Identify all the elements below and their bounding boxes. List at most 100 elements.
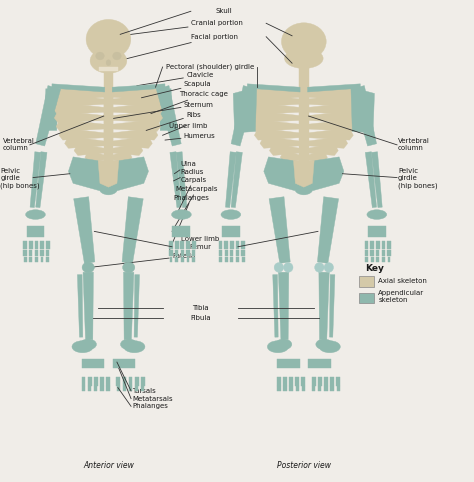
Polygon shape [308, 150, 328, 162]
Bar [230, 257, 233, 262]
Ellipse shape [82, 262, 94, 273]
Polygon shape [113, 136, 152, 148]
Bar [224, 241, 228, 249]
Polygon shape [74, 144, 104, 156]
Bar [106, 376, 110, 386]
Bar [117, 376, 120, 386]
Text: Sternum: Sternum [113, 102, 214, 119]
Polygon shape [308, 94, 357, 107]
Text: Cranial portion: Cranial portion [120, 20, 243, 36]
Bar [82, 386, 85, 391]
Polygon shape [250, 111, 300, 123]
Bar [277, 359, 300, 368]
Bar [135, 376, 138, 386]
Polygon shape [308, 136, 347, 148]
Polygon shape [251, 94, 300, 107]
Polygon shape [30, 152, 41, 208]
Bar [312, 376, 316, 386]
Bar [365, 241, 368, 249]
Text: Metatarsals: Metatarsals [132, 396, 173, 402]
Polygon shape [319, 272, 329, 340]
Polygon shape [55, 111, 104, 123]
Bar [186, 250, 190, 256]
Polygon shape [231, 152, 242, 208]
Polygon shape [113, 103, 163, 115]
Bar [113, 359, 135, 368]
Bar [230, 250, 234, 256]
Polygon shape [122, 197, 143, 263]
Polygon shape [308, 111, 358, 123]
Text: Pelvic
girdle
(hip bones): Pelvic girdle (hip bones) [0, 168, 40, 189]
Ellipse shape [80, 339, 96, 349]
Bar [371, 250, 374, 256]
Bar [296, 386, 299, 391]
Text: Ulna: Ulna [174, 161, 196, 174]
Polygon shape [365, 152, 376, 208]
Polygon shape [233, 87, 257, 133]
Polygon shape [255, 128, 300, 140]
Ellipse shape [221, 210, 241, 219]
Bar [123, 376, 127, 386]
Ellipse shape [26, 210, 46, 219]
Bar [236, 257, 239, 262]
Polygon shape [226, 152, 236, 208]
Text: Vertebral
column: Vertebral column [398, 138, 430, 151]
Polygon shape [113, 144, 143, 156]
Polygon shape [36, 86, 61, 146]
Text: Clavicle: Clavicle [137, 72, 213, 86]
Polygon shape [134, 275, 139, 337]
Ellipse shape [275, 339, 292, 349]
Bar [24, 250, 27, 256]
Text: Metacarpals: Metacarpals [172, 186, 218, 231]
Bar [382, 250, 385, 256]
Text: Ribs: Ribs [146, 112, 201, 131]
Bar [88, 376, 91, 386]
Bar [330, 386, 334, 391]
Polygon shape [308, 86, 355, 100]
Bar [219, 241, 222, 249]
Polygon shape [170, 152, 181, 208]
Bar [192, 250, 195, 256]
Polygon shape [156, 86, 181, 146]
Text: Pelvic
girdle
(hip bones): Pelvic girdle (hip bones) [398, 168, 438, 189]
Ellipse shape [124, 341, 145, 353]
Polygon shape [280, 150, 300, 162]
Polygon shape [247, 84, 300, 92]
Polygon shape [249, 103, 300, 115]
Polygon shape [98, 160, 119, 187]
Polygon shape [231, 86, 256, 146]
Bar [88, 386, 91, 391]
Bar [300, 90, 308, 145]
Bar [219, 257, 222, 262]
Ellipse shape [96, 52, 104, 60]
Bar [387, 250, 391, 256]
Polygon shape [68, 157, 106, 190]
Ellipse shape [86, 19, 131, 59]
Polygon shape [55, 94, 104, 107]
Bar [277, 386, 281, 391]
Bar [173, 226, 191, 237]
Ellipse shape [324, 263, 334, 272]
Bar [365, 257, 368, 262]
Bar [308, 359, 331, 368]
Bar [219, 250, 222, 256]
Polygon shape [308, 144, 338, 156]
Polygon shape [85, 150, 104, 162]
Text: Patella: Patella [90, 254, 195, 268]
Bar [104, 68, 113, 166]
Bar [382, 241, 385, 249]
Bar [175, 241, 179, 249]
Polygon shape [269, 197, 290, 263]
Bar [337, 376, 340, 386]
Polygon shape [159, 89, 173, 131]
Polygon shape [44, 89, 58, 131]
Bar [141, 376, 145, 386]
Bar [100, 376, 104, 386]
Bar [387, 241, 391, 249]
Polygon shape [293, 160, 314, 187]
Bar [324, 376, 328, 386]
Bar [318, 376, 322, 386]
Bar [222, 226, 240, 237]
Bar [181, 250, 184, 256]
Bar [170, 257, 173, 262]
